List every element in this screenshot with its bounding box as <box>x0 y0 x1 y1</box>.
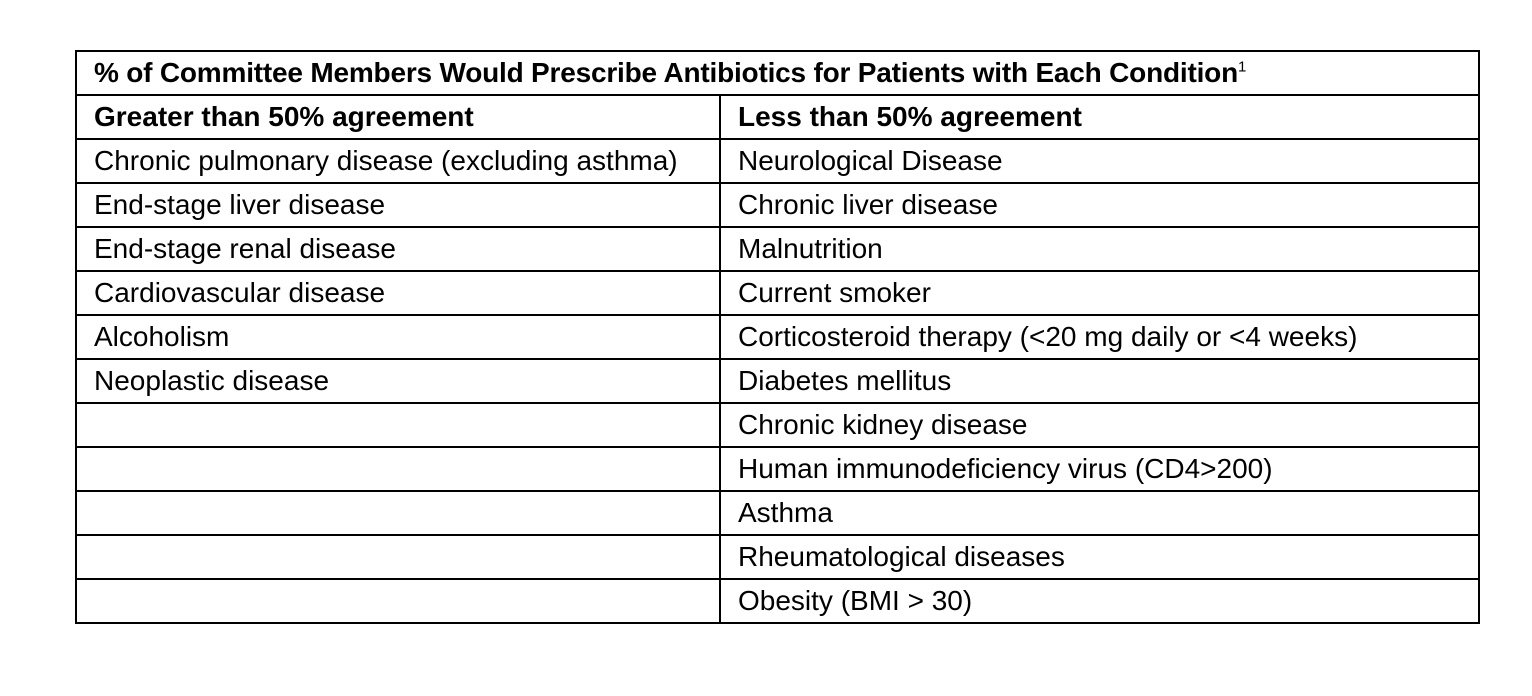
header-row: Greater than 50% agreement Less than 50%… <box>75 94 1481 140</box>
table-title: % of Committee Members Would Prescribe A… <box>74 50 1481 96</box>
table-row: Neoplastic disease Diabetes mellitus <box>75 358 1481 404</box>
cell-less: Malnutrition <box>718 226 1481 272</box>
cell-greater <box>75 402 721 448</box>
table-row: Asthma <box>75 490 1481 536</box>
cell-less: Neurological Disease <box>718 138 1481 184</box>
cell-less: Chronic liver disease <box>718 182 1481 228</box>
cell-greater: Alcoholism <box>75 314 721 360</box>
table-row: End-stage renal disease Malnutrition <box>75 226 1481 272</box>
title-row: % of Committee Members Would Prescribe A… <box>74 50 1481 96</box>
cell-less: Obesity (BMI > 30) <box>718 578 1481 624</box>
table-row: Cardiovascular disease Current smoker <box>75 270 1481 316</box>
cell-less: Asthma <box>718 490 1481 536</box>
cell-greater <box>75 578 721 624</box>
table-row: End-stage liver disease Chronic liver di… <box>75 182 1481 228</box>
cell-less: Diabetes mellitus <box>718 358 1481 404</box>
cell-less: Human immunodeficiency virus (CD4>200) <box>718 446 1481 492</box>
cell-greater: Cardiovascular disease <box>75 270 721 316</box>
antibiotic-conditions-table: % of Committee Members Would Prescribe A… <box>74 50 1481 624</box>
cell-less: Chronic kidney disease <box>718 402 1481 448</box>
table-title-text: % of Committee Members Would Prescribe A… <box>94 57 1238 88</box>
table-row: Chronic pulmonary disease (excluding ast… <box>75 138 1481 184</box>
table-row: Alcoholism Corticosteroid therapy (<20 m… <box>75 314 1481 360</box>
cell-greater <box>75 490 721 536</box>
cell-greater <box>75 446 721 492</box>
cell-less: Rheumatological diseases <box>718 534 1481 580</box>
cell-less: Corticosteroid therapy (<20 mg daily or … <box>718 314 1481 360</box>
cell-greater <box>75 534 721 580</box>
cell-greater: Neoplastic disease <box>75 358 721 404</box>
column-header-less: Less than 50% agreement <box>718 94 1481 140</box>
table-row: Rheumatological diseases <box>75 534 1481 580</box>
cell-greater: Chronic pulmonary disease (excluding ast… <box>75 138 721 184</box>
cell-less: Current smoker <box>718 270 1481 316</box>
cell-greater: End-stage renal disease <box>75 226 721 272</box>
cell-greater: End-stage liver disease <box>75 182 721 228</box>
table-row: Chronic kidney disease <box>75 402 1481 448</box>
column-header-greater: Greater than 50% agreement <box>75 94 721 140</box>
title-footnote-marker: 1 <box>1237 58 1247 76</box>
table-row: Obesity (BMI > 30) <box>75 578 1481 624</box>
table-row: Human immunodeficiency virus (CD4>200) <box>75 446 1481 492</box>
